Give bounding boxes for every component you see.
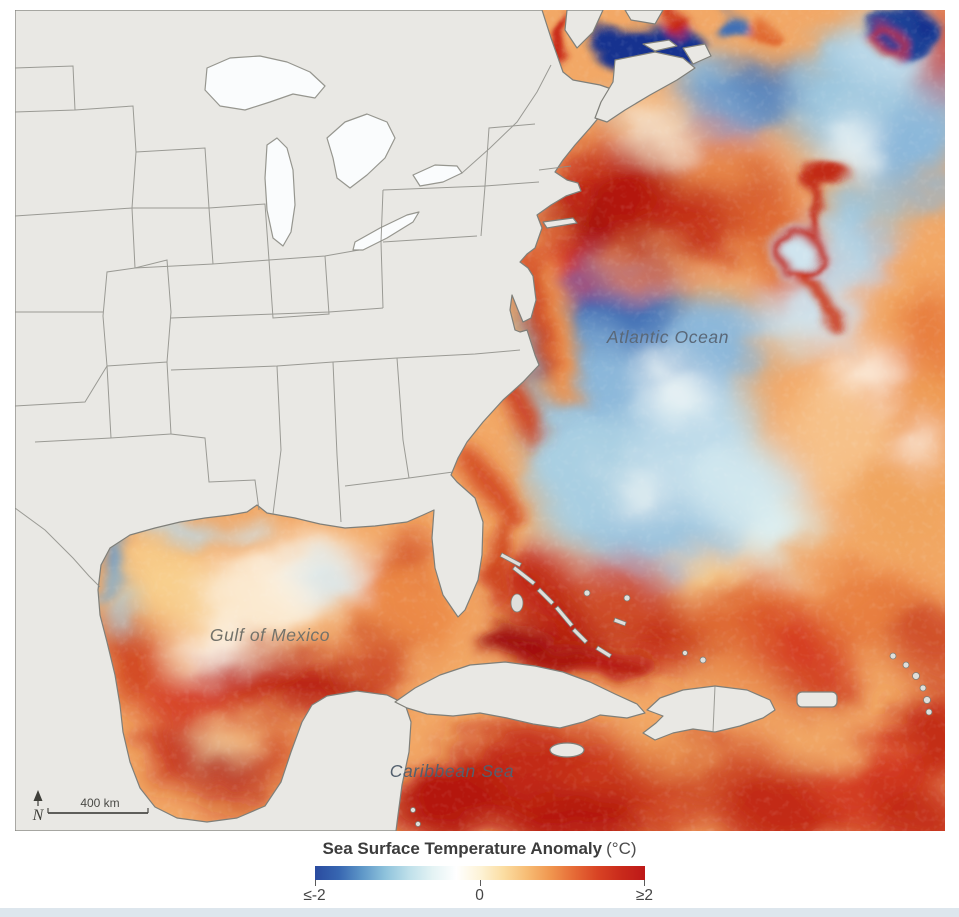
prince-edward-island bbox=[642, 39, 678, 52]
long-island bbox=[542, 217, 578, 229]
island-puerto-rico bbox=[796, 691, 838, 708]
small-islands bbox=[410, 552, 933, 827]
legend-tickmark-zero bbox=[479, 880, 481, 886]
legend-tick-zero: 0 bbox=[475, 887, 484, 904]
legend-colorbar-wrap: ≤-2 0 ≥2 bbox=[303, 866, 653, 905]
island-cuba bbox=[394, 661, 646, 729]
legend-title: Sea Surface Temperature Anomaly (°C) bbox=[0, 839, 959, 859]
north-arrow-label: N bbox=[32, 807, 45, 824]
mainland-north-america bbox=[15, 10, 621, 831]
island-hispaniola bbox=[642, 685, 776, 741]
bottom-strip bbox=[0, 908, 959, 917]
north-arrow-icon bbox=[33, 790, 43, 801]
cape-breton-island bbox=[682, 43, 712, 65]
legend-unit: (°C) bbox=[606, 839, 637, 858]
island-jamaica bbox=[549, 742, 585, 758]
scale-bar: 400 km bbox=[47, 796, 149, 814]
legend-tickmark-max bbox=[643, 880, 645, 886]
sst-anomaly-map: Atlantic Ocean Gulf of Mexico Caribbean … bbox=[15, 10, 945, 831]
state-borders bbox=[15, 64, 716, 733]
land-layer bbox=[15, 10, 838, 831]
ocean-labels: Atlantic Ocean Gulf of Mexico Caribbean … bbox=[210, 327, 729, 781]
lake-michigan bbox=[264, 137, 296, 247]
lake-superior bbox=[204, 55, 326, 111]
legend-title-text: Sea Surface Temperature Anomaly bbox=[322, 839, 603, 858]
ocean-label-caribbean-sea: Caribbean Sea bbox=[390, 761, 515, 781]
legend-tick-max: ≥2 bbox=[635, 887, 654, 904]
ocean-label-atlantic: Atlantic Ocean bbox=[606, 327, 729, 347]
legend-colorbar bbox=[314, 866, 645, 880]
lake-huron bbox=[326, 113, 396, 189]
nova-scotia bbox=[594, 51, 696, 123]
north-arrow: N bbox=[32, 790, 45, 824]
legend: Sea Surface Temperature Anomaly (°C) ≤-2 … bbox=[0, 831, 959, 905]
legend-tick-labels: ≤-2 0 ≥2 bbox=[303, 887, 653, 905]
newfoundland-tip bbox=[624, 10, 664, 25]
legend-tickmark-min bbox=[314, 880, 316, 886]
map-svg: Atlantic Ocean Gulf of Mexico Caribbean … bbox=[15, 10, 945, 831]
ocean-label-gulf-of-mexico: Gulf of Mexico bbox=[210, 625, 330, 645]
legend-tick-min: ≤-2 bbox=[303, 887, 326, 904]
scale-bar-label: 400 km bbox=[80, 796, 119, 810]
gaspe-peninsula bbox=[564, 10, 604, 49]
